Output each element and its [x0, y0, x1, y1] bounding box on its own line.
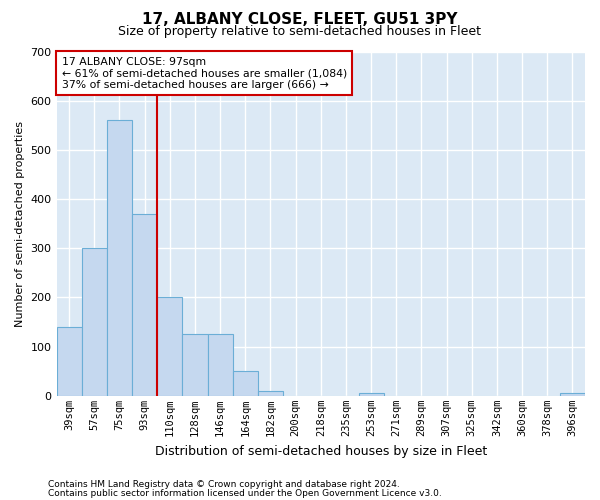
Bar	[132, 214, 157, 396]
Text: Contains HM Land Registry data © Crown copyright and database right 2024.: Contains HM Land Registry data © Crown c…	[48, 480, 400, 489]
Text: 17, ALBANY CLOSE, FLEET, GU51 3PY: 17, ALBANY CLOSE, FLEET, GU51 3PY	[142, 12, 458, 28]
Bar	[258, 391, 283, 396]
Bar	[82, 248, 107, 396]
Bar	[107, 120, 132, 396]
Text: 17 ALBANY CLOSE: 97sqm
← 61% of semi-detached houses are smaller (1,084)
37% of : 17 ALBANY CLOSE: 97sqm ← 61% of semi-det…	[62, 56, 347, 90]
Bar	[359, 394, 383, 396]
X-axis label: Distribution of semi-detached houses by size in Fleet: Distribution of semi-detached houses by …	[155, 444, 487, 458]
Bar	[208, 334, 233, 396]
Bar	[233, 372, 258, 396]
Bar	[182, 334, 208, 396]
Text: Size of property relative to semi-detached houses in Fleet: Size of property relative to semi-detach…	[119, 25, 482, 38]
Bar	[560, 394, 585, 396]
Bar	[157, 298, 182, 396]
Bar	[56, 327, 82, 396]
Y-axis label: Number of semi-detached properties: Number of semi-detached properties	[15, 120, 25, 326]
Text: Contains public sector information licensed under the Open Government Licence v3: Contains public sector information licen…	[48, 488, 442, 498]
